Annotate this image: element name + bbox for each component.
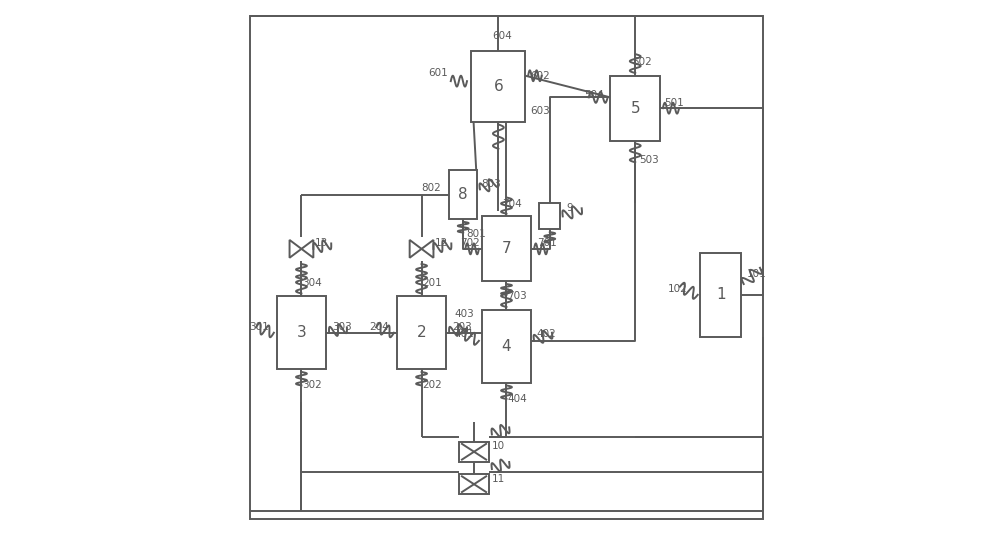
Text: 801: 801 [466, 229, 486, 239]
Bar [449, 170, 477, 219]
Text: 403: 403 [455, 309, 474, 319]
Text: 703: 703 [508, 292, 527, 301]
Text: 9: 9 [567, 203, 573, 213]
Bar [610, 76, 660, 141]
Text: 601: 601 [428, 68, 448, 78]
Text: 201: 201 [423, 278, 442, 288]
Text: 602: 602 [530, 71, 550, 81]
Text: 12: 12 [435, 239, 448, 248]
Text: 502: 502 [633, 57, 652, 67]
Text: 604: 604 [492, 31, 512, 41]
Text: 204: 204 [370, 322, 389, 332]
Bar [539, 203, 560, 229]
Text: 404: 404 [508, 394, 527, 404]
Bar [277, 296, 326, 369]
Text: 11: 11 [491, 474, 505, 484]
Text: 10: 10 [491, 441, 504, 451]
Text: 301: 301 [250, 322, 269, 332]
Text: 203: 203 [452, 322, 472, 332]
Text: 102: 102 [668, 285, 688, 294]
Text: 704: 704 [502, 200, 522, 209]
Bar [482, 216, 531, 281]
Text: 3: 3 [297, 325, 306, 340]
Text: 402: 402 [537, 329, 557, 339]
Text: 702: 702 [460, 239, 480, 248]
Text: 202: 202 [423, 380, 442, 391]
Bar [397, 296, 446, 369]
Text: 101: 101 [746, 269, 766, 279]
Text: 302: 302 [303, 380, 322, 391]
Text: 6: 6 [494, 79, 503, 94]
Text: 5: 5 [630, 101, 640, 116]
Bar [482, 309, 531, 383]
Text: 7: 7 [502, 241, 511, 256]
Bar [471, 51, 525, 122]
Text: 4: 4 [502, 339, 511, 354]
Text: 304: 304 [303, 278, 322, 288]
Text: 504: 504 [584, 90, 604, 100]
Bar [459, 442, 489, 461]
Text: 303: 303 [332, 322, 351, 332]
Text: 501: 501 [664, 98, 684, 108]
Text: 701: 701 [537, 239, 557, 248]
Text: 803: 803 [482, 179, 501, 189]
Text: 603: 603 [530, 106, 550, 116]
Text: 503: 503 [640, 155, 659, 164]
Bar [700, 253, 741, 337]
Text: 1: 1 [716, 287, 726, 302]
Bar [459, 474, 489, 494]
Text: 2: 2 [417, 325, 426, 340]
Text: 401: 401 [455, 329, 474, 339]
Text: 8: 8 [458, 187, 468, 202]
Text: 13: 13 [315, 239, 328, 248]
Text: 802: 802 [421, 183, 441, 193]
